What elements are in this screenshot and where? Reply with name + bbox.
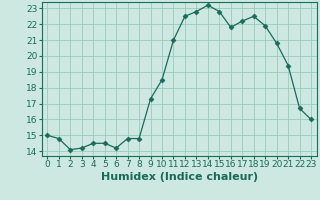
X-axis label: Humidex (Indice chaleur): Humidex (Indice chaleur) [100,172,258,182]
